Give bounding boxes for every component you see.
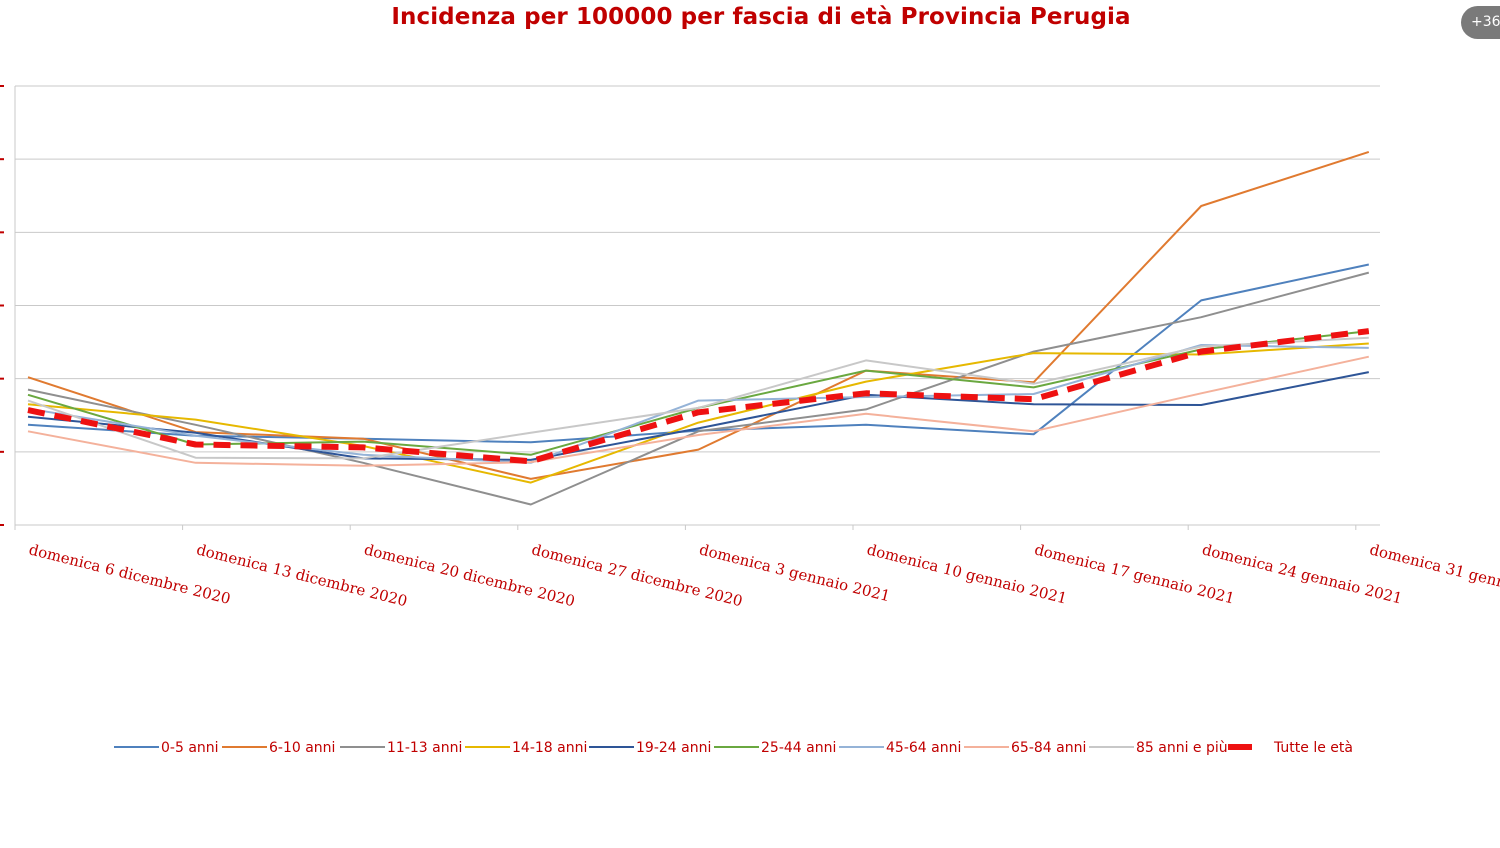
legend-label: Tutte le età (1273, 740, 1353, 756)
legend-label: 11-13 anni (387, 740, 462, 756)
legend-label: 14-18 anni (512, 740, 587, 756)
legend-label: 65-84 anni (1011, 740, 1086, 756)
chart-title: Incidenza per 100000 per fascia di età P… (391, 4, 1131, 30)
legend-label: 19-24 anni (636, 740, 711, 756)
legend-label: 6-10 anni (269, 740, 335, 756)
legend-label: 0-5 anni (161, 740, 219, 756)
series-line-tutte-le-et- (27, 328, 1370, 465)
series-lines (27, 150, 1370, 506)
participants-count-badge[interactable]: +36 (1461, 6, 1500, 39)
series-line-14-18-anni (27, 342, 1369, 484)
legend-label: 85 anni e più (1136, 740, 1228, 756)
legend: 0-5 anni 6-10 anni 11-13 anni 14-18 anni 19-… (114, 740, 1353, 756)
series-line-65-84-anni (27, 355, 1370, 467)
series-line-85-anni-e-pi- (27, 336, 1369, 460)
series-line-11-13-anni (27, 271, 1370, 506)
series-line-45-64-anni (27, 344, 1369, 464)
legend-label: 45-64 anni (886, 740, 961, 756)
gridlines (0, 85, 1380, 530)
series-line-6-10-anni (27, 150, 1370, 480)
legend-label: 25-44 anni (761, 740, 836, 756)
